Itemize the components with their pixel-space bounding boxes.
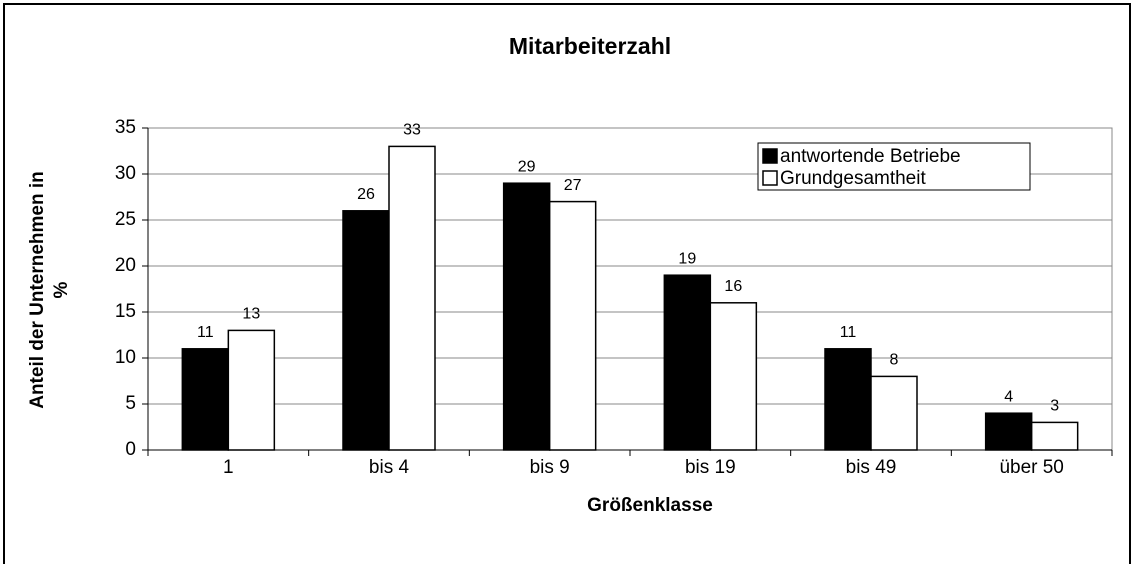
bar xyxy=(1030,421,1079,451)
data-label: 3 xyxy=(1050,398,1059,415)
x-tick-label: bis 4 xyxy=(369,457,410,478)
y-tick-label: 5 xyxy=(125,393,136,414)
data-label: 33 xyxy=(403,122,421,139)
x-tick-label: bis 19 xyxy=(685,457,736,478)
y-tick-label: 10 xyxy=(115,347,136,368)
bar xyxy=(870,375,918,451)
y-axis-title-line: Anteil der Unternehmen in xyxy=(27,171,48,409)
bar xyxy=(824,348,872,451)
bar xyxy=(663,274,712,451)
data-label: 27 xyxy=(564,177,582,194)
y-tick-label: 25 xyxy=(115,209,136,230)
legend-label: Grundgesamtheit xyxy=(780,168,926,189)
data-label: 29 xyxy=(518,158,536,175)
legend xyxy=(757,142,1031,191)
x-tick-label: über 50 xyxy=(999,457,1063,478)
legend-swatch xyxy=(762,170,778,186)
bar xyxy=(227,329,276,451)
bar xyxy=(342,210,390,451)
y-tick-label: 20 xyxy=(115,255,136,276)
frame xyxy=(3,3,1131,564)
bar xyxy=(181,348,230,451)
data-label: 4 xyxy=(1004,388,1013,405)
y-tick-label: 30 xyxy=(115,163,136,184)
bar xyxy=(502,182,551,451)
bar xyxy=(548,200,597,451)
legend-label: antwortende Betriebe xyxy=(780,146,961,167)
y-tick-label: 15 xyxy=(115,301,136,322)
y-tick-label: 0 xyxy=(125,439,136,460)
data-label: 13 xyxy=(242,306,260,323)
y-axis-title: Anteil der Unternehmen in % xyxy=(27,171,72,409)
x-tick-label: bis 49 xyxy=(846,457,897,478)
y-tick-label: 35 xyxy=(115,117,136,138)
data-label: 26 xyxy=(357,186,375,203)
data-label: 11 xyxy=(197,324,214,341)
bar xyxy=(388,145,436,451)
legend-swatch xyxy=(762,148,778,164)
x-tick-label: bis 9 xyxy=(530,457,570,478)
data-label: 16 xyxy=(724,278,742,295)
x-axis-title: Größenklasse xyxy=(587,495,713,516)
bar xyxy=(709,302,758,451)
data-label: 11 xyxy=(840,324,857,341)
y-axis-title-line: % xyxy=(51,281,72,298)
x-tick-label: 1 xyxy=(223,457,234,478)
chart-title: Mitarbeiterzahl xyxy=(509,33,671,59)
bar xyxy=(984,412,1033,451)
data-label: 19 xyxy=(678,250,696,267)
data-label: 8 xyxy=(890,352,899,369)
